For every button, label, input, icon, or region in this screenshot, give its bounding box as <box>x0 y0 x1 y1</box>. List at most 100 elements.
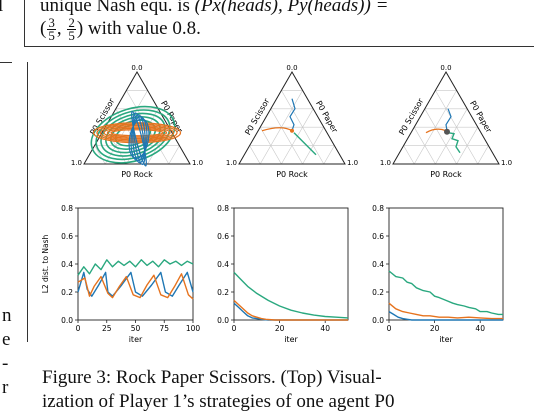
x-axis-label: iter <box>129 335 143 344</box>
ternary-grid-line <box>259 127 282 165</box>
nash-point <box>290 128 294 133</box>
ternary-grid-line <box>477 145 489 165</box>
y-tick-label: 0.8 <box>372 204 384 213</box>
left-fragment-4: r <box>2 377 9 398</box>
ternary-grid-line <box>147 127 170 165</box>
ternary-tick-bottom-left: 1.0 <box>71 159 82 167</box>
y-tick-label: 0.2 <box>217 288 229 297</box>
ternary-grid-line <box>323 145 335 165</box>
ternary-frame <box>392 70 500 165</box>
trajectory-blue <box>128 118 150 160</box>
ternary-grid-line <box>403 145 415 165</box>
table-vertical-rule <box>24 0 25 46</box>
table-bottom-rule <box>24 46 534 47</box>
left-fragment-3: - <box>2 353 9 374</box>
x-tick-label: 40 <box>320 324 330 333</box>
header-math: (Px(heads), Py(heads)) = <box>194 0 389 16</box>
y-tick-label: 0.4 <box>217 260 229 269</box>
y-axis-label: L2 dist. to Nash <box>41 234 50 293</box>
x-tick-label: 0 <box>387 324 392 333</box>
y-tick-label: 0.4 <box>61 260 73 269</box>
x-tick-label: 40 <box>475 324 485 333</box>
ternary-axis-bottom: P0 Rock <box>276 170 308 179</box>
ternary-grid-line <box>456 127 479 165</box>
ternary-axis-left: P0 Scissor <box>243 96 271 136</box>
ternary-grid-line <box>94 145 106 165</box>
ternary-frame <box>83 70 191 165</box>
y-tick-label: 0.0 <box>372 316 384 325</box>
ternary-grid-line <box>270 108 303 165</box>
x-tick-label: 50 <box>131 324 141 333</box>
trajectory-blue <box>132 114 146 164</box>
ternary-tick-bottom-right: 1.0 <box>501 159 512 167</box>
ternary-frame <box>238 70 346 165</box>
x-axis-label: iter <box>284 335 298 344</box>
series-line-orange <box>388 302 503 320</box>
y-tick-label: 0.2 <box>372 288 384 297</box>
trajectory-orange <box>425 128 447 134</box>
plot-frame <box>233 207 349 321</box>
series-line-green <box>233 271 349 319</box>
x-tick-label: 25 <box>102 324 112 333</box>
ternary-grid-line <box>435 108 468 165</box>
header-line-1: unique Nash equ. is (Px(heads), Py(heads… <box>40 0 388 17</box>
y-tick-label: 0.0 <box>217 316 229 325</box>
header-line-2: (3 5, 2 5) with value 0.8. <box>40 15 201 44</box>
ternary-axis-left: P0 Scissor <box>397 96 425 136</box>
trajectory-green <box>293 132 317 156</box>
x-tick-label: 20 <box>430 324 440 333</box>
y-tick-label: 0.0 <box>61 316 73 325</box>
trajectory-blue <box>132 112 146 166</box>
y-tick-label: 0.2 <box>61 288 73 297</box>
fraction-2-den: 5 <box>68 28 75 44</box>
y-tick-label: 0.6 <box>372 232 384 241</box>
nash-point <box>444 128 450 135</box>
fraction-1-num: 3 <box>47 15 56 31</box>
ternary-grid-line <box>424 108 457 165</box>
series-line-blue <box>388 311 503 321</box>
figure-left-rule <box>27 62 28 342</box>
caption-line-1: Figure 3: Rock Paper Scissors. (Top) Vis… <box>42 367 382 388</box>
ternary-tick-top: 0.0 <box>440 64 451 72</box>
trajectory-blue <box>445 108 452 131</box>
y-tick-label: 0.4 <box>372 260 384 269</box>
trajectory-orange <box>110 129 164 137</box>
trajectory-blue <box>289 98 296 131</box>
series-line-green <box>77 259 194 276</box>
series-line-orange <box>233 299 348 321</box>
series-line-green <box>388 270 503 316</box>
ternary-tick-bottom-left: 1.0 <box>226 159 237 167</box>
ternary-axis-bottom: P0 Rock <box>121 170 153 179</box>
x-tick-label: 75 <box>159 324 169 333</box>
y-tick-label: 0.8 <box>217 204 229 213</box>
header-text: unique Nash equ. is (Px(heads), Py(heads… <box>40 0 388 42</box>
ternary-tick-top: 0.0 <box>286 64 297 72</box>
caption-line-2: ization of Player 1’s strategies of one … <box>42 391 395 412</box>
y-tick-label: 0.8 <box>61 204 73 213</box>
header-suffix: with value 0.8. <box>87 18 201 39</box>
left-fragment-1: n <box>2 305 12 326</box>
y-tick-label: 0.6 <box>61 232 73 241</box>
ternary-tick-bottom-right: 1.0 <box>192 159 203 167</box>
trajectory-green <box>447 132 461 154</box>
plot-frame <box>388 207 504 321</box>
trajectory-blue <box>130 116 148 162</box>
figure-caption: Figure 3: Rock Paper Scissors. (Top) Vis… <box>42 366 394 414</box>
trajectory-orange <box>99 124 175 141</box>
trajectory-blue <box>131 110 147 167</box>
series-line-orange <box>77 273 194 300</box>
x-tick-label: 100 <box>186 324 201 333</box>
fraction-2-num: 2 <box>67 15 76 31</box>
y-tick-label: 0.6 <box>217 232 229 241</box>
ternary-tick-top: 0.0 <box>131 64 142 72</box>
x-tick-label: 0 <box>232 324 237 333</box>
trajectory-orange <box>106 127 168 138</box>
x-tick-label: 0 <box>76 324 81 333</box>
trajectory-orange <box>103 126 171 140</box>
fraction-1-den: 5 <box>48 28 55 44</box>
series-line-blue <box>77 271 194 297</box>
ternary-tick-bottom-left: 1.0 <box>380 159 391 167</box>
ternary-grid-line <box>413 127 436 165</box>
